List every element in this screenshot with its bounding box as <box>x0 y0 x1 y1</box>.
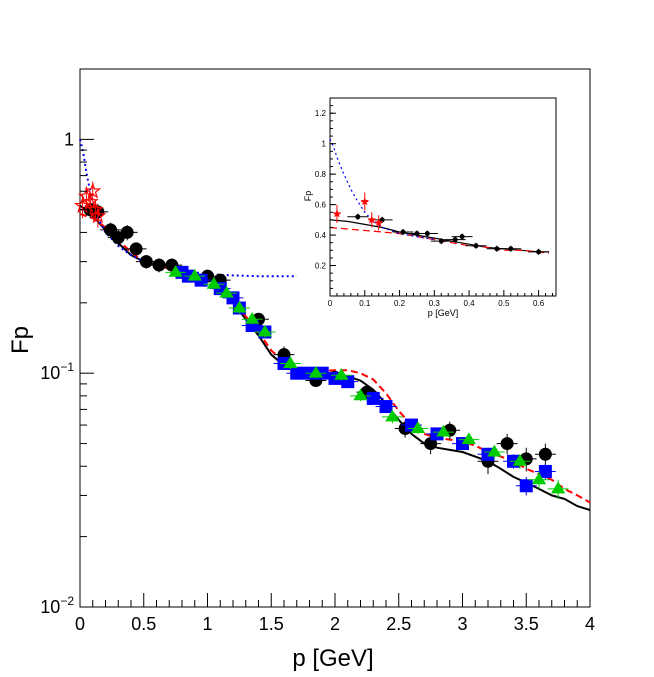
inset-point-star <box>332 209 342 218</box>
main-point-triangle <box>353 388 368 401</box>
main-x-tick-label: 3.5 <box>514 614 539 634</box>
main-point-triangle <box>168 265 183 277</box>
main-point-triangle <box>308 365 324 378</box>
inset-x-axis: 0 0.1 0.2 0.3 0.4 0.5 0.6 <box>328 290 554 308</box>
main-y-tick-label: 1 <box>64 129 74 149</box>
main-point-triangle <box>283 356 298 368</box>
inset-point-circle <box>424 231 430 237</box>
main-x-tick-label: 2 <box>330 614 340 634</box>
inset-point-circle <box>473 243 479 249</box>
main-point-triangle <box>232 300 247 313</box>
inset-x-tick-label: 0 <box>328 299 333 308</box>
inset-plot: 0 0.1 0.2 0.3 0.4 0.5 0.6 0.2 0.4 0.6 0.8 1 1.2 p [… <box>303 97 557 318</box>
inset-point-circle <box>508 246 514 252</box>
main-data-points <box>73 181 569 499</box>
main-point-star <box>84 182 102 199</box>
main-point-triangle <box>487 444 502 457</box>
inset-y-axis-title: Fp <box>303 191 313 202</box>
main-x-tick-label: 1 <box>202 614 212 634</box>
inset-y-tick-label: 1.2 <box>315 109 327 118</box>
inset-point-circle <box>355 214 361 220</box>
inset-x-tick-label: 0.5 <box>498 299 510 308</box>
main-point-square <box>366 391 380 405</box>
inset-data-points <box>332 192 550 255</box>
main-plot: 0 0.5 1 1.5 2 2.5 3 3.5 4 110−110−2 p [GeV] Fp <box>7 68 595 672</box>
inset-x-tick-label: 0.3 <box>429 299 441 308</box>
inset-x-tick-label: 0.4 <box>464 299 476 308</box>
main-x-axis-title: p [GeV] <box>292 645 373 672</box>
main-x-axis: 0 0.5 1 1.5 2 2.5 3 3.5 4 <box>75 593 595 634</box>
inset-x-axis-title: p [GeV] <box>428 308 459 318</box>
main-point-circle <box>152 258 166 272</box>
inset-y-axis: 0.2 0.4 0.6 0.8 1 1.2 <box>315 105 336 289</box>
inset-x-tick-label: 0.2 <box>394 299 406 308</box>
main-point-star <box>81 193 99 210</box>
inset-background <box>330 98 556 296</box>
inset-y-tick-label: 0.8 <box>315 170 327 179</box>
inset-point-circle <box>400 229 406 235</box>
main-point-triangle <box>436 424 451 437</box>
main-point-square <box>519 479 533 493</box>
main-point-triangle <box>512 454 528 466</box>
main-point-triangle <box>531 472 547 485</box>
main-point-triangle <box>187 268 202 281</box>
inset-y-tick-label: 1 <box>322 140 327 149</box>
main-point-triangle <box>410 421 426 433</box>
main-point-circle <box>538 447 552 461</box>
main-point-triangle <box>385 409 400 422</box>
main-point-triangle <box>334 367 349 380</box>
main-point-triangle <box>244 312 260 324</box>
inset-point-circle <box>536 249 542 255</box>
inset-point-star <box>374 218 384 227</box>
main-point-square <box>379 400 393 414</box>
inset-point-circle <box>494 246 500 252</box>
inset-y-tick-label: 0.6 <box>315 201 327 210</box>
main-point-star <box>86 200 104 218</box>
main-x-tick-label: 0 <box>75 614 85 634</box>
main-point-circle <box>129 242 143 256</box>
inset-x-tick-label: 0.1 <box>359 299 371 308</box>
inset-point-star <box>367 215 376 224</box>
main-x-tick-label: 1.5 <box>259 614 284 634</box>
main-x-tick-label: 3 <box>457 614 467 634</box>
main-point-square <box>538 464 552 478</box>
inset-point-circle <box>438 238 444 244</box>
inset-y-tick-label: 0.2 <box>315 262 327 271</box>
inset-point-star <box>360 196 370 206</box>
main-point-triangle <box>219 285 234 298</box>
main-point-triangle <box>206 277 222 289</box>
main-point-square <box>290 366 304 380</box>
inset-point-circle <box>452 237 458 243</box>
main-x-tick-label: 0.5 <box>131 614 156 634</box>
main-point-triangle <box>257 324 273 337</box>
main-point-circle <box>139 255 153 269</box>
main-point-circle <box>500 437 514 451</box>
main-x-tick-label: 4 <box>585 614 595 634</box>
inset-point-circle <box>379 217 385 223</box>
main-point-circle <box>120 225 134 239</box>
inset-x-tick-label: 0.6 <box>533 299 545 308</box>
main-point-triangle <box>550 481 566 494</box>
inset-point-circle <box>459 234 465 240</box>
main-y-axis-title: Fp <box>7 326 34 354</box>
main-x-tick-label: 2.5 <box>386 614 411 634</box>
main-point-triangle <box>461 432 477 445</box>
main-point-star <box>89 207 107 224</box>
inset-y-tick-label: 0.4 <box>315 231 327 240</box>
